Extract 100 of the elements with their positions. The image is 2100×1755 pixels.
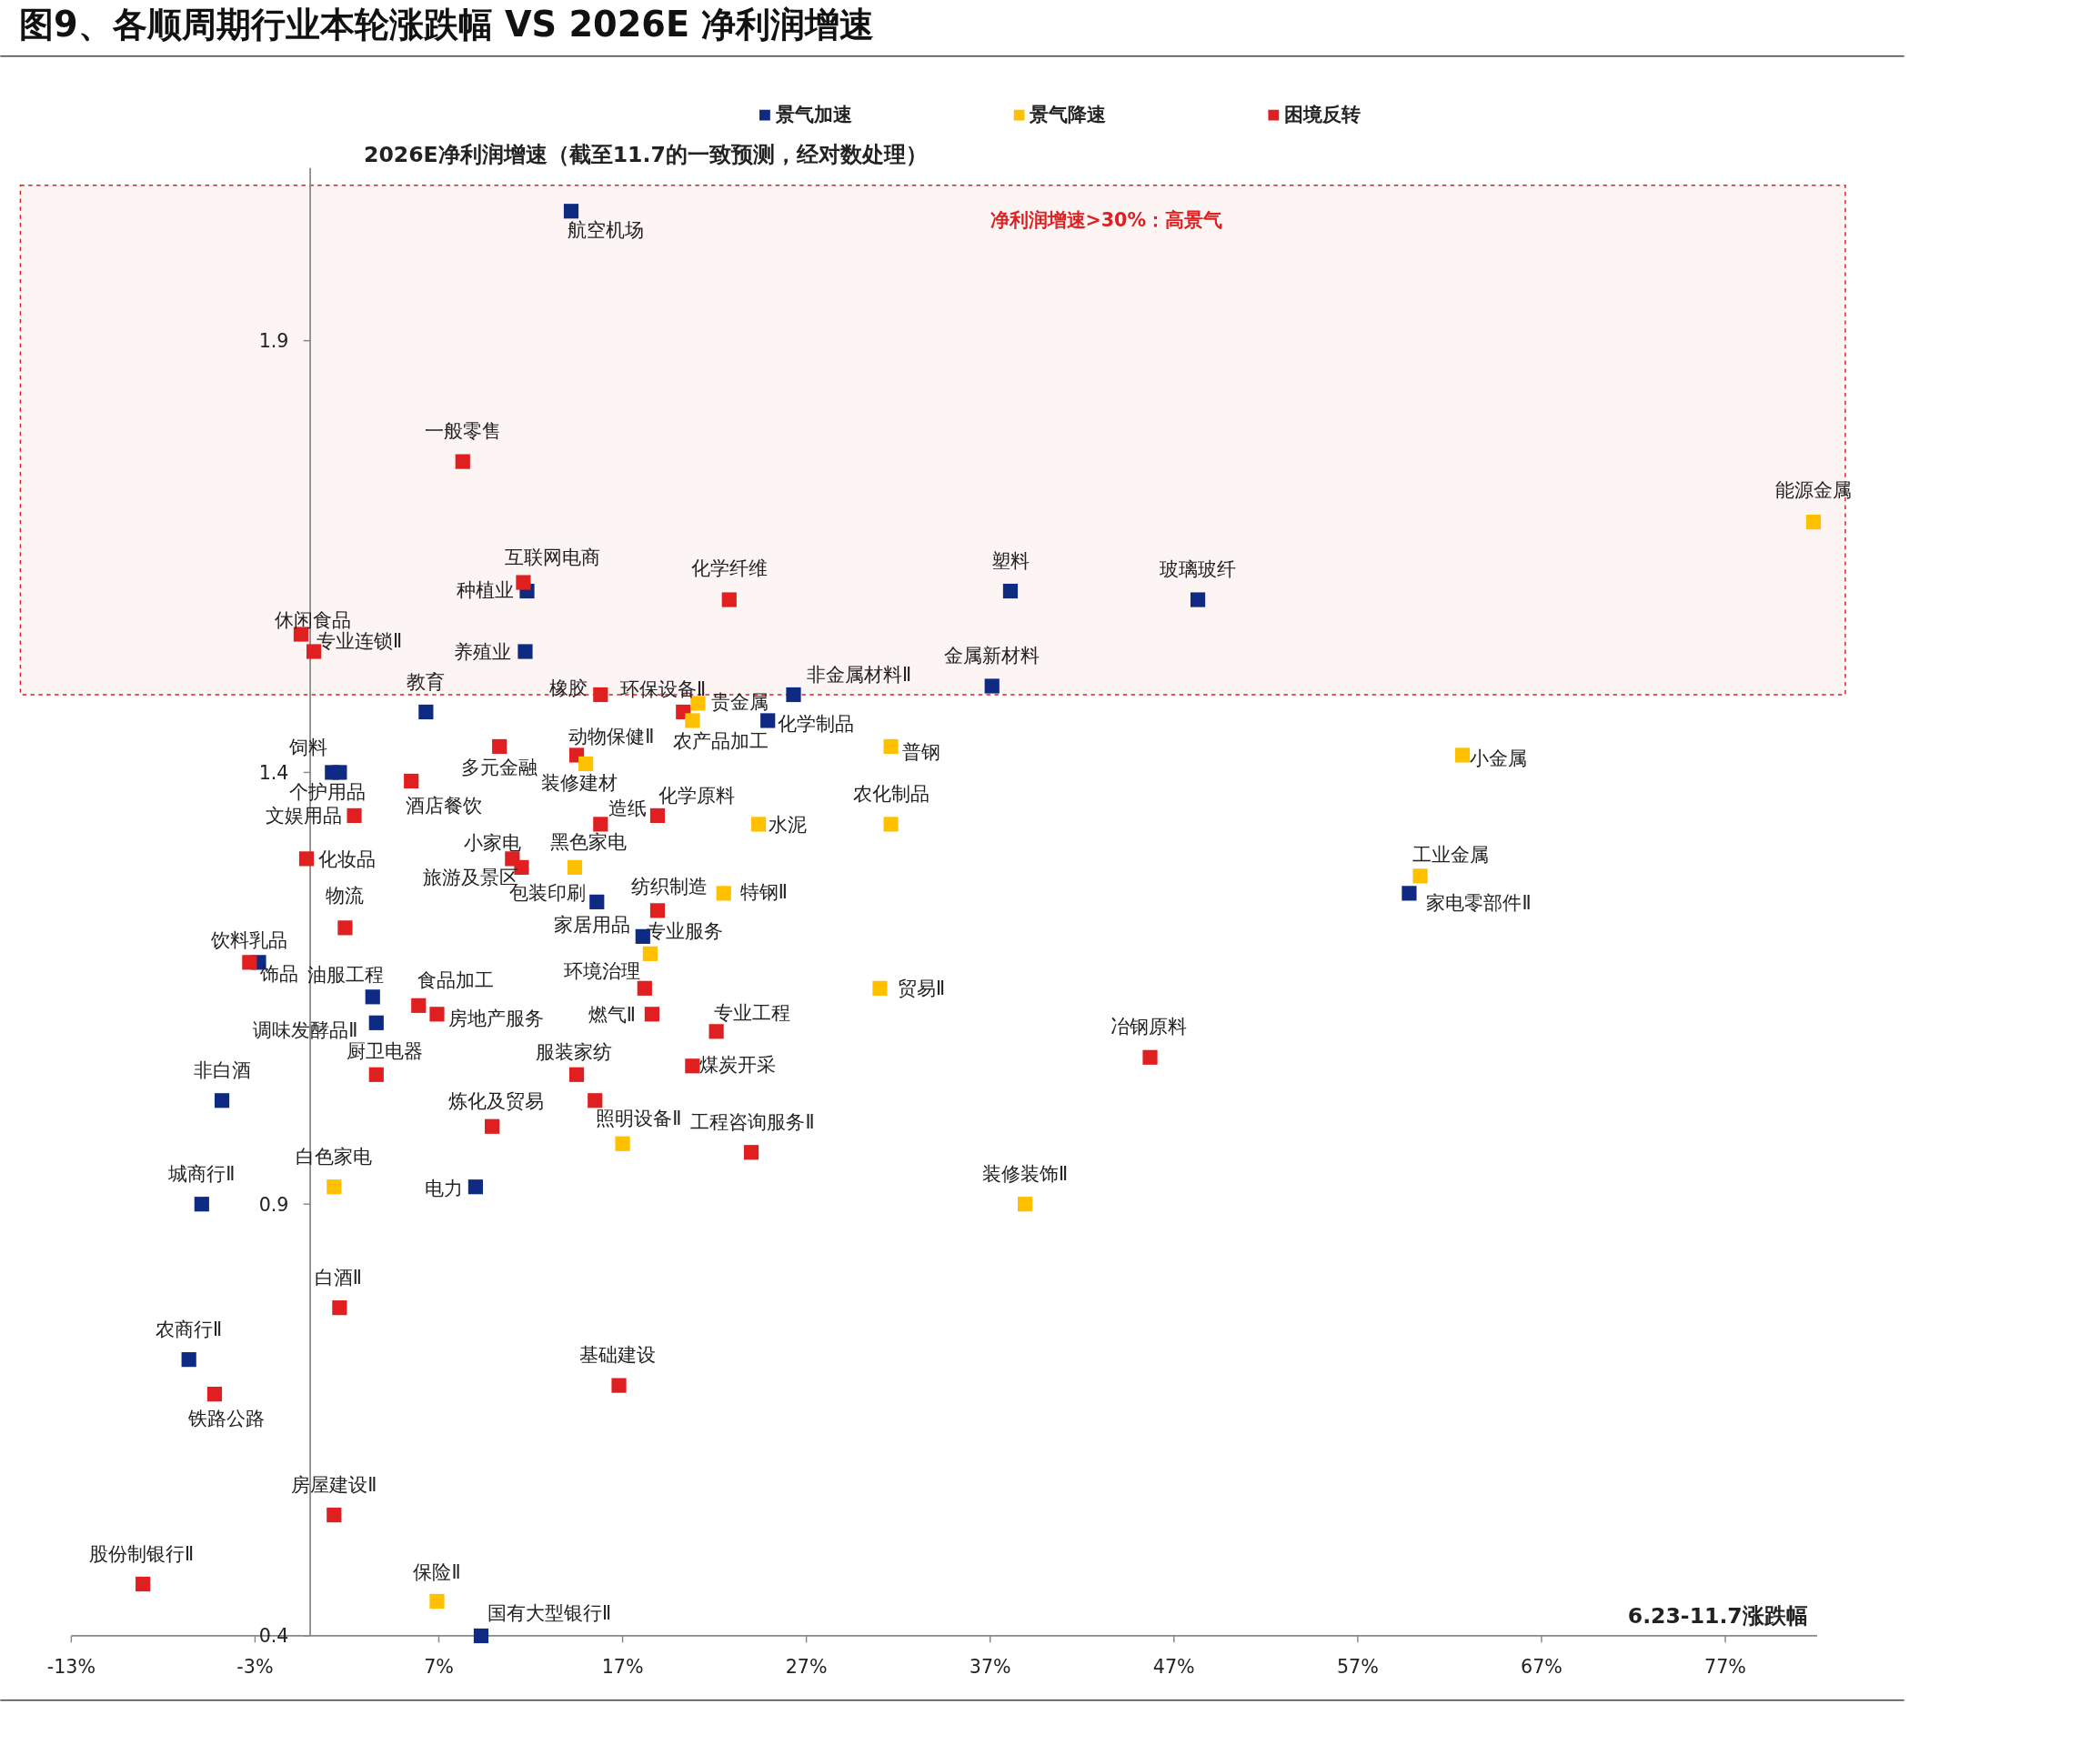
annotation: 城商行Ⅱ [167,1162,236,1185]
x-tick-label: 27% [785,1656,828,1679]
point [1454,747,1471,763]
point [685,713,700,728]
annotation: 家居用品 [553,914,630,937]
annotation: 房屋建设Ⅱ [291,1473,377,1496]
annotation: 环境治理 [563,960,640,983]
annotation: 电力 [424,1178,463,1200]
point [404,773,419,789]
annotation: 基础建设 [579,1344,657,1367]
x-tick-label: -13% [46,1656,95,1679]
annotation: 纺织制造 [631,876,708,898]
annotation: 保险Ⅱ [413,1561,461,1584]
annotation: 饰品 [258,962,298,985]
annotation: 普钢 [902,741,941,764]
x-tick-label: 17% [601,1656,644,1679]
legend-label: 景气降速 [1029,103,1107,125]
chart-title: 图9、各顺周期行业本轮涨跌幅 VS 2026E 净利润增速 [18,3,875,45]
annotation: 农产品加工 [672,730,769,753]
point [644,1007,659,1022]
x-tick-label: 47% [1152,1656,1195,1679]
x-axis-title: 6.23-11.7涨跌幅 [1627,1602,1808,1629]
annotation: 金属新材料 [944,645,1040,667]
annotation: 煤炭开采 [699,1054,777,1077]
annotation: 工程咨询服务Ⅱ [690,1110,815,1133]
point [332,765,347,780]
point [516,575,531,590]
annotation: 贸易Ⅱ [898,978,946,1000]
x-tick-label: -3% [236,1656,274,1679]
annotation: 休闲食品 [275,608,352,631]
point [214,1093,230,1108]
point [615,1136,630,1151]
annotation: 化妆品 [317,847,376,870]
annotation: 酒店餐饮 [405,794,482,817]
annotation: 饮料乳品 [210,928,288,951]
annotation: 非白酒 [193,1058,251,1081]
annotation: 专业连锁Ⅱ [317,630,403,653]
annotation: 食品加工 [417,969,495,992]
annotation: 黑色家电 [549,831,627,854]
annotation: 饲料 [287,736,327,758]
annotation: 炼化及贸易 [448,1090,545,1113]
point [786,687,801,703]
annotation: 物流 [326,885,365,908]
annotation: 环保设备Ⅱ [620,678,707,701]
annotation: 燃气Ⅱ [588,1003,636,1026]
annotation: 调味发酵品Ⅱ [253,1018,358,1041]
point [327,1179,342,1195]
annotation: 专业工程 [714,1002,791,1025]
annotation: 农商行Ⅱ [156,1318,223,1340]
point [1402,886,1417,901]
point [593,687,608,703]
point [708,1024,724,1039]
point [1018,1197,1033,1212]
x-tick-label: 37% [969,1656,1011,1679]
point [517,644,533,659]
point [649,807,666,824]
annotation: 房地产服务 [447,1008,544,1030]
annotation: 铁路公路 [187,1408,266,1430]
point [588,1093,603,1108]
annotation: 多元金融 [461,756,538,778]
annotation: 小金属 [1470,747,1528,769]
legend-label: 景气加速 [774,103,852,125]
annotation: 橡胶 [548,677,588,700]
annotation: 塑料 [990,549,1030,572]
annotation: 股份制银行Ⅱ [89,1542,195,1565]
annotation: 种植业 [457,579,515,602]
annotation: 非金属材料Ⅱ [807,664,912,687]
point [984,678,1000,694]
point [337,920,353,936]
annotation: 化学制品 [778,712,855,735]
point [492,738,507,755]
point [467,1179,484,1195]
annotation: 装修装饰Ⅱ [982,1162,1069,1185]
y-tick-label: 0.9 [258,1193,289,1216]
point [611,1378,627,1393]
point [347,807,362,824]
annotation: 冶钢原料 [1110,1016,1188,1038]
annotation: 油服工程 [307,963,385,986]
annotation: 家电零部件Ⅱ [1426,892,1532,915]
point [332,1300,347,1316]
point [721,592,737,607]
annotation: 文娱用品 [265,805,342,827]
point [368,1067,384,1082]
point [298,851,315,867]
point [1142,1049,1158,1065]
legend-label: 困境反转 [1284,103,1361,125]
point [411,998,427,1013]
annotation: 能源金属 [1775,479,1853,502]
y-axis-title: 2026E净利润增速（截至11.7的一致预测，经对数处理） [364,141,928,167]
band-label: 净利润增速>30%：高景气 [990,209,1223,232]
point [206,1387,223,1402]
annotation: 工业金属 [1412,844,1490,867]
point [716,886,731,901]
point [455,454,470,469]
point [365,989,380,1005]
annotation: 一般零售 [424,420,501,443]
y-tick-label: 1.9 [258,330,289,353]
annotation: 水泥 [769,813,808,836]
point [760,713,776,728]
point [429,1007,445,1022]
